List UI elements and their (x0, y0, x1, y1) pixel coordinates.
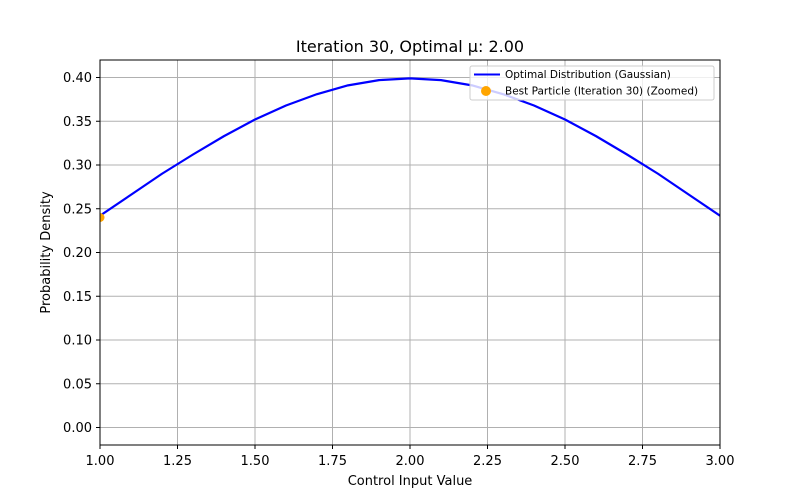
legend-box (469, 65, 715, 101)
x-tick-label: 1.50 (241, 454, 270, 469)
series-line-gaussian (100, 77, 720, 217)
y-tick-label: 0.20 (63, 246, 92, 261)
ticks: 1.00 1.25 1.50 1.75 2.00 2.25 2.50 2.75 3.00 0.00… (63, 71, 734, 469)
x-tick-label: 1.25 (163, 454, 192, 469)
chart-title: Iteration 30, Optimal μ: 2.00 (296, 37, 524, 56)
best-particle-point (100, 213, 105, 222)
legend-label-best-particle: Best Particle (Iteration 30) (Zoomed) (505, 86, 698, 98)
legend-swatch-best-particle (481, 86, 491, 96)
legend: Optimal Distribution (Gaussian) Best Par… (469, 65, 715, 101)
x-tick-label: 1.75 (318, 454, 347, 469)
legend-label-gaussian: Optimal Distribution (Gaussian) (505, 69, 671, 81)
x-axis-title: Control Input Value (348, 474, 473, 489)
x-tick-label: 2.25 (473, 454, 502, 469)
y-tick-label: 0.00 (63, 421, 92, 436)
y-tick-label: 0.05 (63, 377, 92, 392)
y-tick-label: 0.30 (63, 159, 92, 174)
x-tick-label: 2.00 (396, 454, 425, 469)
y-tick-label: 0.15 (63, 290, 92, 305)
y-axis-title: Probability Density (39, 191, 54, 314)
x-tick-label: 3.00 (706, 454, 735, 469)
x-tick-label: 2.50 (551, 454, 580, 469)
plot-content (100, 77, 720, 222)
y-tick-label: 0.40 (63, 71, 92, 86)
y-tick-label: 0.10 (63, 334, 92, 349)
y-tick-label: 0.25 (63, 202, 92, 217)
x-tick-label: 1.00 (86, 454, 115, 469)
y-tick-label: 0.35 (63, 115, 92, 130)
x-tick-label: 2.75 (628, 454, 657, 469)
